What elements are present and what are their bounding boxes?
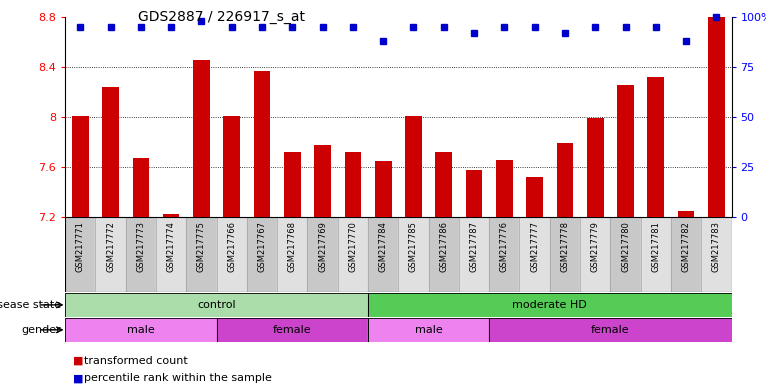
Bar [307, 217, 338, 292]
Bar [126, 217, 156, 292]
Bar [368, 217, 398, 292]
Bar [368, 318, 489, 342]
Bar [247, 217, 277, 292]
Text: GSM217778: GSM217778 [561, 221, 569, 272]
Bar [435, 152, 452, 217]
Bar [678, 211, 695, 217]
Bar [65, 318, 217, 342]
Text: GSM217785: GSM217785 [409, 221, 418, 271]
Text: GDS2887 / 226917_s_at: GDS2887 / 226917_s_at [138, 10, 305, 23]
Bar [398, 217, 429, 292]
Text: GSM217781: GSM217781 [651, 221, 660, 271]
Text: GSM217768: GSM217768 [288, 221, 296, 272]
Text: transformed count: transformed count [84, 356, 188, 366]
Bar [526, 177, 543, 217]
Bar [96, 217, 126, 292]
Bar [345, 152, 362, 217]
Text: ■: ■ [73, 356, 83, 366]
Text: gender: gender [21, 325, 61, 335]
Bar [193, 60, 210, 217]
Text: GSM217784: GSM217784 [378, 221, 388, 271]
Bar [640, 217, 671, 292]
Bar [338, 217, 368, 292]
Text: ■: ■ [73, 373, 83, 383]
Bar [557, 143, 573, 217]
Bar [466, 170, 483, 217]
Text: GSM217766: GSM217766 [228, 221, 236, 272]
Bar [671, 217, 701, 292]
Bar [459, 217, 489, 292]
Bar [617, 85, 633, 217]
Text: GSM217770: GSM217770 [349, 221, 358, 271]
Bar [405, 116, 422, 217]
Bar [587, 118, 604, 217]
Bar [519, 217, 550, 292]
Text: GSM217779: GSM217779 [591, 221, 600, 271]
Bar [314, 145, 331, 217]
Text: GSM217772: GSM217772 [106, 221, 115, 271]
Bar [496, 160, 512, 217]
Bar [550, 217, 580, 292]
Bar [708, 17, 725, 217]
Text: GSM217771: GSM217771 [76, 221, 85, 271]
Bar [429, 217, 459, 292]
Bar [72, 116, 89, 217]
Bar [611, 217, 640, 292]
Bar [368, 293, 732, 317]
Bar [133, 158, 149, 217]
Bar [65, 217, 96, 292]
Text: moderate HD: moderate HD [512, 300, 588, 310]
Text: GSM217780: GSM217780 [621, 221, 630, 271]
Text: GSM217769: GSM217769 [318, 221, 327, 271]
Text: GSM217773: GSM217773 [136, 221, 146, 272]
Bar [186, 217, 217, 292]
Text: female: female [591, 325, 630, 335]
Bar [217, 217, 247, 292]
Bar [254, 71, 270, 217]
Text: GSM217776: GSM217776 [500, 221, 509, 272]
Text: GSM217786: GSM217786 [439, 221, 448, 272]
Text: GSM217775: GSM217775 [197, 221, 206, 271]
Bar [65, 293, 368, 317]
Bar [163, 215, 179, 217]
Text: GSM217777: GSM217777 [530, 221, 539, 272]
Bar [102, 87, 119, 217]
Bar [277, 217, 307, 292]
Bar [701, 217, 732, 292]
Text: female: female [273, 325, 312, 335]
Bar [580, 217, 611, 292]
Text: male: male [127, 325, 155, 335]
Text: GSM217783: GSM217783 [712, 221, 721, 272]
Text: GSM217774: GSM217774 [167, 221, 175, 271]
Bar [156, 217, 186, 292]
Bar [489, 318, 732, 342]
Bar [284, 152, 300, 217]
Text: disease state: disease state [0, 300, 61, 310]
Text: GSM217767: GSM217767 [257, 221, 267, 272]
Text: GSM217782: GSM217782 [682, 221, 691, 271]
Text: GSM217787: GSM217787 [470, 221, 479, 272]
Bar [224, 116, 240, 217]
Bar [375, 161, 391, 217]
Text: male: male [414, 325, 443, 335]
Bar [489, 217, 519, 292]
Bar [647, 77, 664, 217]
Text: percentile rank within the sample: percentile rank within the sample [84, 373, 272, 383]
Text: control: control [198, 300, 236, 310]
Bar [217, 318, 368, 342]
